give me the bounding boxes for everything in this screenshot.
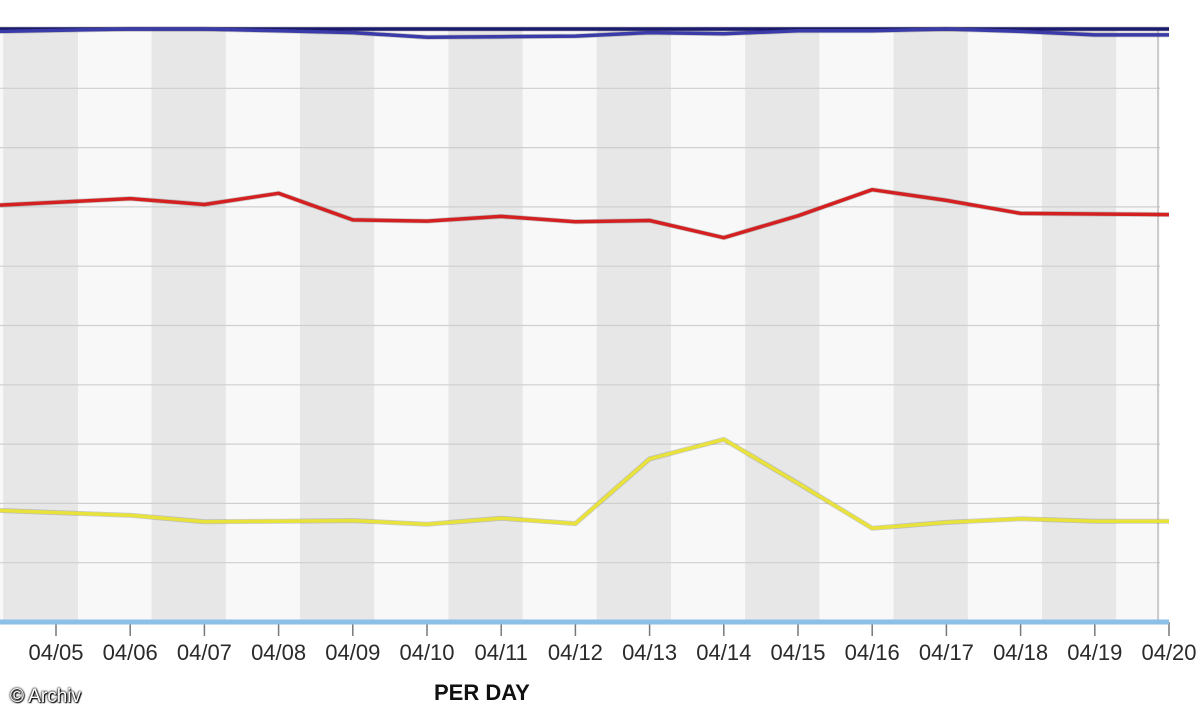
x-tick-label: 04/14 [696,640,751,665]
copyright-watermark: © Archiv [10,686,82,707]
series-line [0,27,1169,40]
x-tick-label: 04/12 [548,640,603,665]
series-line [0,437,1169,531]
x-tick-label: 04/06 [103,640,158,665]
series-line [0,187,1170,240]
x-tick-label: 04/20 [1141,640,1196,665]
x-tick-label: 04/18 [993,640,1048,665]
x-tick-label: 04/19 [1067,640,1122,665]
x-tick-label: 04/15 [770,640,825,665]
x-tick-label: 04/17 [919,640,974,665]
x-axis-title: PER DAY [434,680,530,705]
x-tick-label: 04/08 [251,640,306,665]
x-tick-label: 04/13 [622,640,677,665]
x-tick-labels: 04/05 04/06 04/07 04/08 04/09 04/10 04/11 04/12… [28,640,1196,665]
series-group [0,26,1170,625]
x-tick-label: 04/09 [325,640,380,665]
x-tick-label: 04/11 [474,640,527,665]
x-tick-label: 04/16 [845,640,900,665]
x-tick-label: 04/10 [399,640,454,665]
x-tick-label: 04/05 [28,640,83,665]
x-tick-label: 04/07 [177,640,232,665]
